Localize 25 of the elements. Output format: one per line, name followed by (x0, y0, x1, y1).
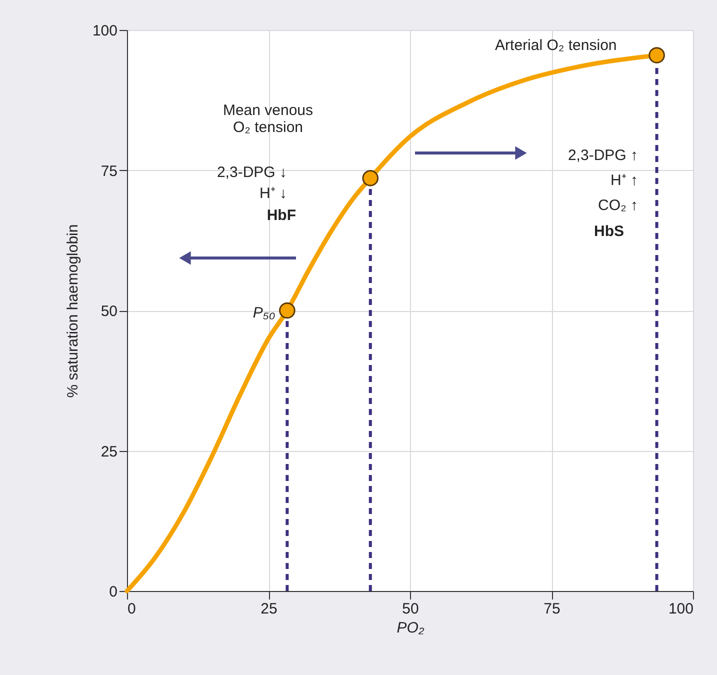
annotation: P₅₀ (252, 304, 276, 322)
annotation: HbS (594, 223, 624, 240)
x-tick-label: 25 (260, 600, 278, 618)
annotation: Mean venous O₂ tension (222, 102, 314, 136)
y-tick-label: 50 (100, 303, 118, 320)
x-tick-label: 100 (668, 600, 694, 618)
annotation: CO₂ ↑ (598, 197, 638, 214)
x-tick-label: 75 (544, 600, 560, 618)
point (279, 302, 296, 319)
annotation: HbF (266, 207, 296, 224)
y-tick-label: 75 (100, 162, 118, 180)
point (648, 47, 665, 64)
point (362, 170, 379, 186)
annotation: Arterial O₂ tension (495, 37, 617, 54)
x-axis-title: PO₂ (396, 620, 424, 636)
y-axis-title: % saturation haemoglobin (64, 224, 82, 398)
annotation: H⁺ ↓ (260, 185, 287, 202)
annotation: 2,3-DPG ↑ (568, 147, 638, 164)
x-tick-label: 0 (128, 600, 136, 618)
y-tick-label: 25 (100, 443, 118, 460)
y-tick-label: 100 (92, 22, 118, 40)
x-tick-label: 50 (402, 600, 419, 618)
annotation: 2,3-DPG ↓ (216, 164, 287, 181)
annotation: H⁺ ↑ (610, 172, 638, 189)
y-tick-label: 0 (109, 584, 118, 600)
